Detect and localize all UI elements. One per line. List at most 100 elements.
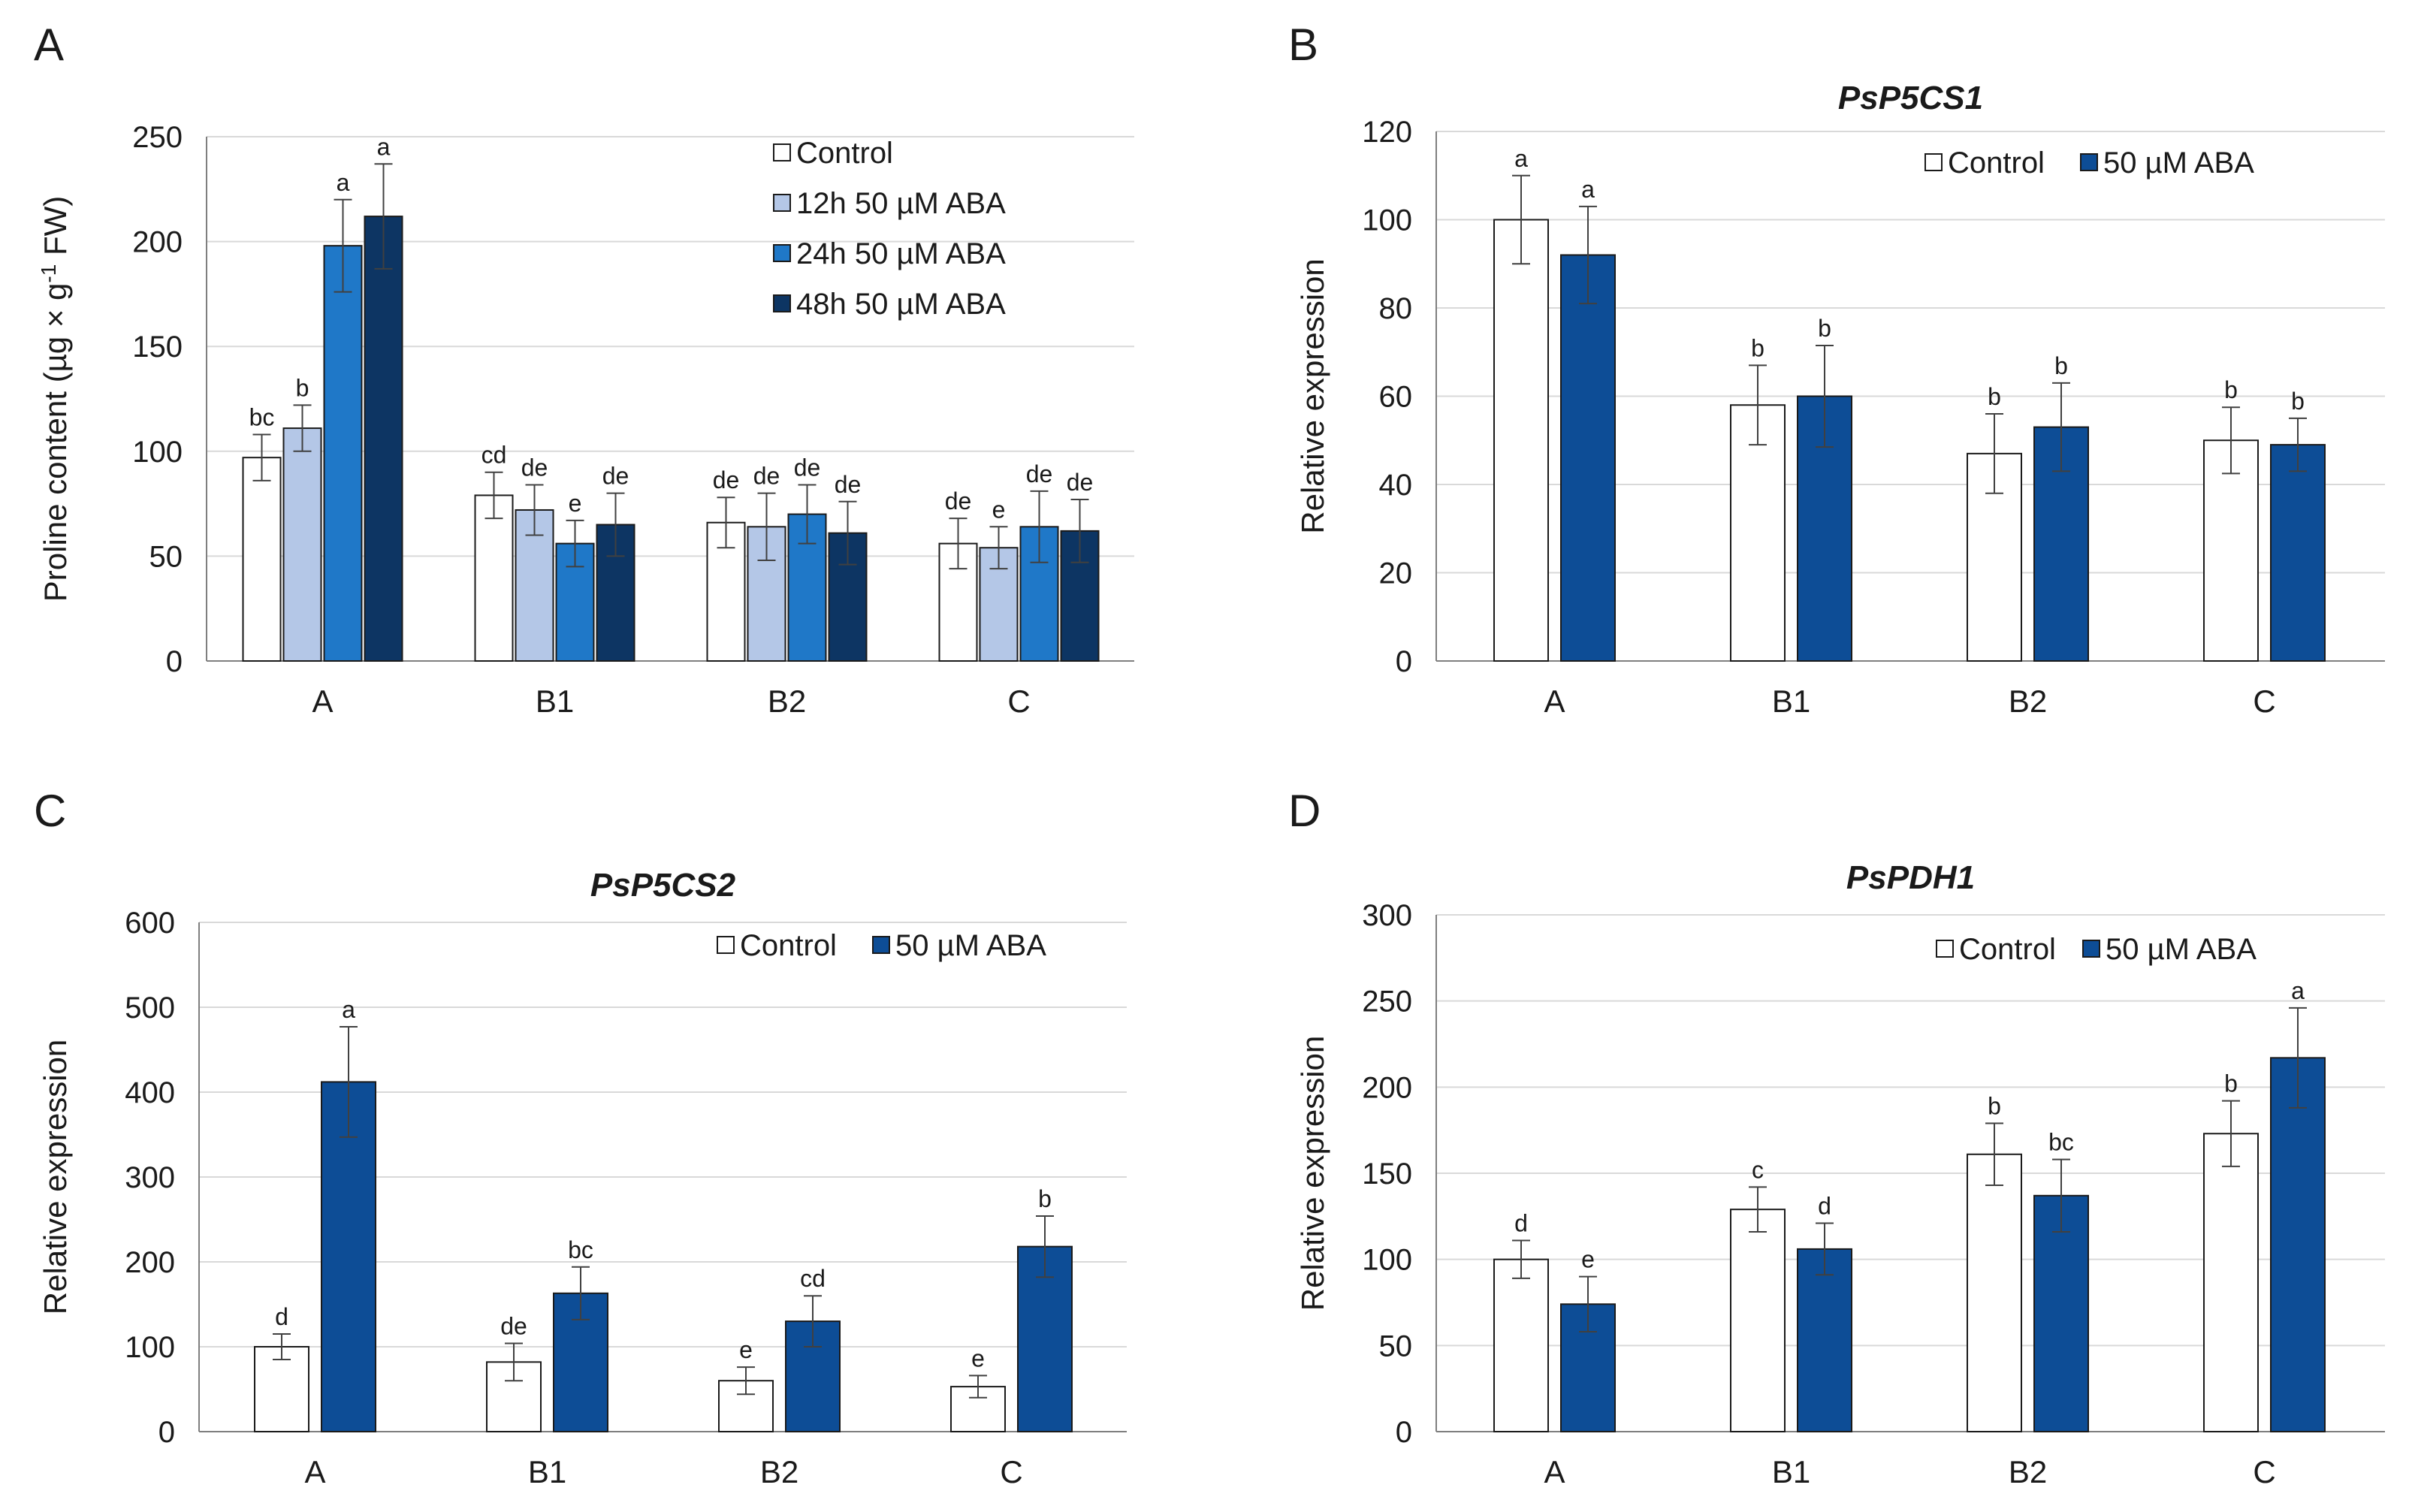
y-axis-label: Relative expression bbox=[1295, 1036, 1330, 1311]
y-tick-label: 20 bbox=[1379, 557, 1413, 590]
x-category-label: A bbox=[1544, 1454, 1565, 1489]
bar bbox=[2203, 1133, 2259, 1432]
y-tick-label: 150 bbox=[1362, 1157, 1412, 1191]
legend-label: Control bbox=[1959, 933, 2056, 966]
significance-label: de bbox=[945, 487, 972, 515]
x-category-label: C bbox=[2253, 684, 2275, 719]
y-tick-label: 200 bbox=[132, 226, 183, 259]
significance-label: bc bbox=[249, 403, 275, 430]
y-tick-label: 100 bbox=[1362, 204, 1412, 237]
legend: Control 50 µM ABA bbox=[717, 929, 1046, 962]
legend: Control 12h 50 µM ABA 24h 50 µM ABA 48h 50 … bbox=[773, 137, 1006, 321]
significance-label: d bbox=[275, 1303, 288, 1330]
x-category-label: C bbox=[1007, 684, 1030, 719]
panel-letter: C bbox=[34, 786, 66, 836]
legend-label: 50 µM ABA bbox=[2106, 933, 2257, 966]
significance-label: a bbox=[2291, 977, 2305, 1004]
y-tick-label: 200 bbox=[1362, 1071, 1412, 1104]
legend-swatch bbox=[872, 936, 890, 954]
significance-label: e bbox=[1581, 1246, 1595, 1273]
legend-swatch bbox=[2080, 153, 2098, 171]
chart-title: PsP5CS2 bbox=[590, 867, 736, 904]
significance-label: e bbox=[739, 1336, 753, 1363]
y-axis-label: Proline content (µg × g-1 FW) bbox=[37, 196, 73, 602]
significance-label: de bbox=[602, 463, 629, 490]
y-tick-label: 0 bbox=[1396, 1416, 1412, 1449]
bar bbox=[1060, 530, 1100, 662]
y-tick-label: 150 bbox=[132, 330, 183, 364]
significance-label: e bbox=[992, 496, 1006, 523]
significance-label: de bbox=[500, 1312, 527, 1339]
x-category-label: B1 bbox=[1772, 684, 1810, 719]
significance-label: cd bbox=[800, 1265, 826, 1292]
significance-label: de bbox=[521, 454, 548, 481]
significance-label: d bbox=[1818, 1193, 1831, 1220]
x-category-label: B2 bbox=[2009, 684, 2047, 719]
y-tick-label: 0 bbox=[1396, 645, 1412, 678]
x-category-label: C bbox=[1000, 1454, 1022, 1489]
bar bbox=[1493, 1258, 1549, 1432]
panel-D: D PsPDH1 0 50 100 150 200 250 300 Relative expres… bbox=[1288, 786, 2385, 1489]
legend-label: Control bbox=[796, 137, 893, 170]
y-tick-label: 50 bbox=[149, 540, 183, 573]
y-tick-label: 0 bbox=[166, 645, 183, 678]
y-tick-label: 120 bbox=[1362, 116, 1412, 149]
y-tick-label: 80 bbox=[1379, 292, 1413, 325]
x-category-label: B2 bbox=[768, 684, 806, 719]
legend-swatch bbox=[1924, 153, 1943, 171]
significance-label: d bbox=[1514, 1209, 1528, 1236]
bar bbox=[474, 494, 514, 662]
significance-label: a bbox=[337, 169, 350, 196]
bar bbox=[1967, 1153, 2022, 1432]
x-category-label: A bbox=[1544, 684, 1565, 719]
significance-label: b bbox=[1988, 1092, 2001, 1119]
y-tick-label: 250 bbox=[132, 121, 183, 154]
bar bbox=[323, 245, 363, 662]
significance-label: a bbox=[1514, 145, 1528, 172]
panel-B: B PsP5CS1 0 20 40 60 80 100 120 Relative expressi… bbox=[1288, 20, 2385, 719]
legend-label: 12h 50 µM ABA bbox=[796, 187, 1006, 220]
significance-label: de bbox=[713, 466, 740, 493]
x-category-label: B1 bbox=[528, 1454, 566, 1489]
y-tick-label: 300 bbox=[1362, 899, 1412, 932]
significance-label: cd bbox=[481, 442, 507, 469]
bar bbox=[1560, 254, 1616, 662]
panel-letter: D bbox=[1288, 786, 1321, 836]
significance-label: b bbox=[2224, 1070, 2238, 1097]
bar bbox=[1730, 1209, 1786, 1433]
y-tick-label: 40 bbox=[1379, 469, 1413, 502]
significance-label: b bbox=[2224, 376, 2238, 403]
x-category-label: C bbox=[2253, 1454, 2275, 1489]
y-tick-label: 600 bbox=[125, 907, 175, 940]
significance-label: b bbox=[2054, 352, 2068, 379]
y-tick-label: 200 bbox=[125, 1246, 175, 1279]
significance-label: de bbox=[1026, 460, 1053, 487]
y-tick-label: 500 bbox=[125, 991, 175, 1025]
y-tick-label: 50 bbox=[1379, 1329, 1413, 1363]
y-tick-label: 100 bbox=[1362, 1244, 1412, 1277]
significance-label: de bbox=[794, 454, 821, 481]
significance-label: b bbox=[296, 374, 309, 401]
bar bbox=[364, 216, 403, 662]
bar bbox=[1797, 1248, 1852, 1432]
panel-letter: A bbox=[34, 20, 64, 70]
x-category-label: B2 bbox=[760, 1454, 798, 1489]
significance-label: b bbox=[2291, 388, 2305, 415]
bar bbox=[1730, 404, 1786, 662]
significance-label: de bbox=[753, 463, 780, 490]
x-category-label: B2 bbox=[2009, 1454, 2047, 1489]
panel-A: A 0 50 100 150 200 250 Proline content (µg × g-… bbox=[34, 20, 1134, 719]
x-category-label: A bbox=[304, 1454, 325, 1489]
significance-label: a bbox=[1581, 176, 1595, 203]
legend-label: 48h 50 µM ABA bbox=[796, 288, 1006, 321]
significance-label: b bbox=[1038, 1185, 1052, 1212]
significance-label: bc bbox=[2048, 1129, 2074, 1156]
legend-swatch bbox=[773, 244, 791, 262]
bar bbox=[2203, 439, 2259, 662]
significance-label: b bbox=[1988, 383, 2001, 410]
legend-label: 24h 50 µM ABA bbox=[796, 237, 1006, 270]
y-tick-label: 100 bbox=[125, 1331, 175, 1364]
significance-label: c bbox=[1752, 1156, 1764, 1183]
legend: Control 50 µM ABA bbox=[1924, 146, 2254, 180]
